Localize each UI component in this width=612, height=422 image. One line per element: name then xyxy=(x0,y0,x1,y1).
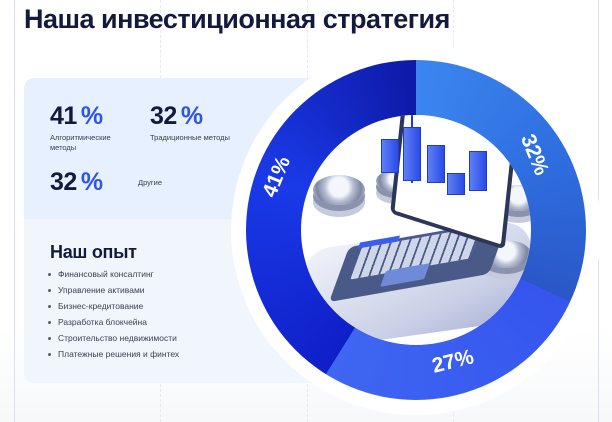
experience-list: Финансовый консалтинг Управление активам… xyxy=(48,269,179,365)
list-item: Бизнес-кредитование xyxy=(48,301,179,317)
stat-label: Другие xyxy=(138,178,163,187)
stat-value: 41 xyxy=(50,102,77,130)
list-item: Платежные решения и финтех xyxy=(48,349,179,365)
experience-title: Наш опыт xyxy=(50,242,137,262)
stat-value: 32 xyxy=(150,102,177,130)
stat-label: Традиционные методы xyxy=(150,133,230,142)
stat-label: Алгоритмические методы xyxy=(50,133,111,152)
stat-traditional: 32% Традиционные методы xyxy=(150,104,230,143)
stat-unit: % xyxy=(180,102,203,130)
candlestick-icon xyxy=(447,173,465,195)
list-item: Строительство недвижимости xyxy=(48,333,179,349)
list-item: Разработка блокчейна xyxy=(48,317,179,333)
frame-border-left xyxy=(14,0,15,422)
candlestick-icon xyxy=(403,127,421,181)
stat-other: 32% Другие xyxy=(50,168,162,196)
stat-algorithmic: 41% Алгоритмические методы xyxy=(50,104,130,153)
list-item: Финансовый консалтинг xyxy=(48,269,179,285)
stat-unit: % xyxy=(80,102,103,130)
list-item: Управление активами xyxy=(48,285,179,301)
candlestick-icon xyxy=(469,151,487,191)
coin-stack-icon xyxy=(313,175,365,205)
candlestick-icon xyxy=(381,139,399,173)
illustration-laptop xyxy=(301,115,531,345)
page-title: Наша инвестиционная стратегия xyxy=(24,4,450,34)
candlestick-icon xyxy=(427,145,445,183)
stat-value: 32 xyxy=(50,168,77,196)
stat-unit: % xyxy=(80,168,103,196)
